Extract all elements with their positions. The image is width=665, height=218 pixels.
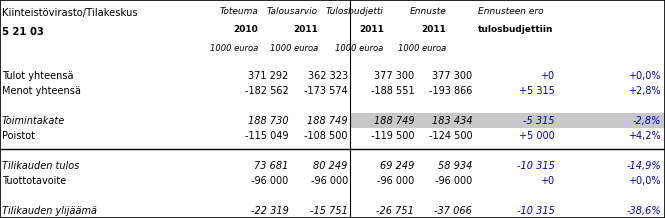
Text: +0,0%: +0,0% — [628, 71, 661, 81]
Text: -10 315: -10 315 — [517, 206, 555, 216]
Text: 377 300: 377 300 — [374, 71, 414, 81]
Text: -96 000: -96 000 — [435, 176, 472, 186]
Text: 2011: 2011 — [359, 25, 384, 34]
Text: -96 000: -96 000 — [311, 176, 348, 186]
Text: 188 730: 188 730 — [248, 116, 289, 126]
Text: -115 049: -115 049 — [245, 131, 289, 141]
Text: 1000 euroa: 1000 euroa — [269, 44, 318, 53]
Text: 183 434: 183 434 — [432, 116, 472, 126]
Text: 73 681: 73 681 — [254, 161, 289, 171]
Text: Tilikauden ylijäämä: Tilikauden ylijäämä — [2, 206, 97, 216]
Text: -2,8%: -2,8% — [632, 116, 661, 126]
Text: -193 866: -193 866 — [429, 86, 472, 96]
Bar — [350, 113, 665, 128]
Text: +5 315: +5 315 — [519, 86, 555, 96]
Text: -10 315: -10 315 — [517, 161, 555, 171]
Text: -96 000: -96 000 — [251, 176, 289, 186]
Text: 5 21 03: 5 21 03 — [2, 27, 44, 37]
Text: 1000 euroa: 1000 euroa — [209, 44, 258, 53]
Text: Tilikauden tulos: Tilikauden tulos — [2, 161, 79, 171]
Text: Toteuma: Toteuma — [219, 7, 258, 15]
Text: 1000 euroa: 1000 euroa — [398, 44, 446, 53]
Text: -173 574: -173 574 — [304, 86, 348, 96]
Text: -119 500: -119 500 — [371, 131, 414, 141]
Text: Tuottotavoite: Tuottotavoite — [2, 176, 66, 186]
Text: +0: +0 — [541, 71, 555, 81]
Text: Menot yhteensä: Menot yhteensä — [2, 86, 81, 96]
Text: +0,0%: +0,0% — [628, 176, 661, 186]
Text: +5 000: +5 000 — [519, 131, 555, 141]
Text: 69 249: 69 249 — [380, 161, 414, 171]
Text: Toimintakate: Toimintakate — [2, 116, 65, 126]
Text: +4,2%: +4,2% — [628, 131, 661, 141]
Text: 188 749: 188 749 — [307, 116, 348, 126]
Text: 58 934: 58 934 — [438, 161, 472, 171]
Text: Talousarvio: Talousarvio — [267, 7, 318, 15]
Text: 2011: 2011 — [422, 25, 446, 34]
Text: -37 066: -37 066 — [434, 206, 472, 216]
Text: -14,9%: -14,9% — [626, 161, 661, 171]
Text: -26 751: -26 751 — [376, 206, 414, 216]
Text: -22 319: -22 319 — [251, 206, 289, 216]
Text: 188 749: 188 749 — [374, 116, 414, 126]
Text: 362 323: 362 323 — [308, 71, 348, 81]
Text: -124 500: -124 500 — [428, 131, 472, 141]
Text: -96 000: -96 000 — [377, 176, 414, 186]
Text: Tulot yhteensä: Tulot yhteensä — [2, 71, 74, 81]
Text: 371 292: 371 292 — [248, 71, 289, 81]
Text: 1000 euroa: 1000 euroa — [335, 44, 384, 53]
Text: Poistot: Poistot — [2, 131, 35, 141]
Text: Ennuste: Ennuste — [410, 7, 446, 15]
Text: +0: +0 — [541, 176, 555, 186]
Text: -38,6%: -38,6% — [626, 206, 661, 216]
Text: 2010: 2010 — [233, 25, 258, 34]
Text: Ennusteen ero: Ennusteen ero — [478, 7, 544, 15]
Text: tulosbudjettiin: tulosbudjettiin — [478, 25, 554, 34]
Text: 80 249: 80 249 — [313, 161, 348, 171]
Text: -5 315: -5 315 — [523, 116, 555, 126]
Text: Kiinteistövirasto/Tilakeskus: Kiinteistövirasto/Tilakeskus — [2, 8, 138, 18]
Text: -182 562: -182 562 — [245, 86, 289, 96]
Text: 377 300: 377 300 — [432, 71, 472, 81]
Text: -15 751: -15 751 — [310, 206, 348, 216]
Text: 2011: 2011 — [293, 25, 318, 34]
Text: -108 500: -108 500 — [305, 131, 348, 141]
Text: Tulosbudjetti: Tulosbudjetti — [326, 7, 384, 15]
Text: -188 551: -188 551 — [370, 86, 414, 96]
Text: +2,8%: +2,8% — [628, 86, 661, 96]
